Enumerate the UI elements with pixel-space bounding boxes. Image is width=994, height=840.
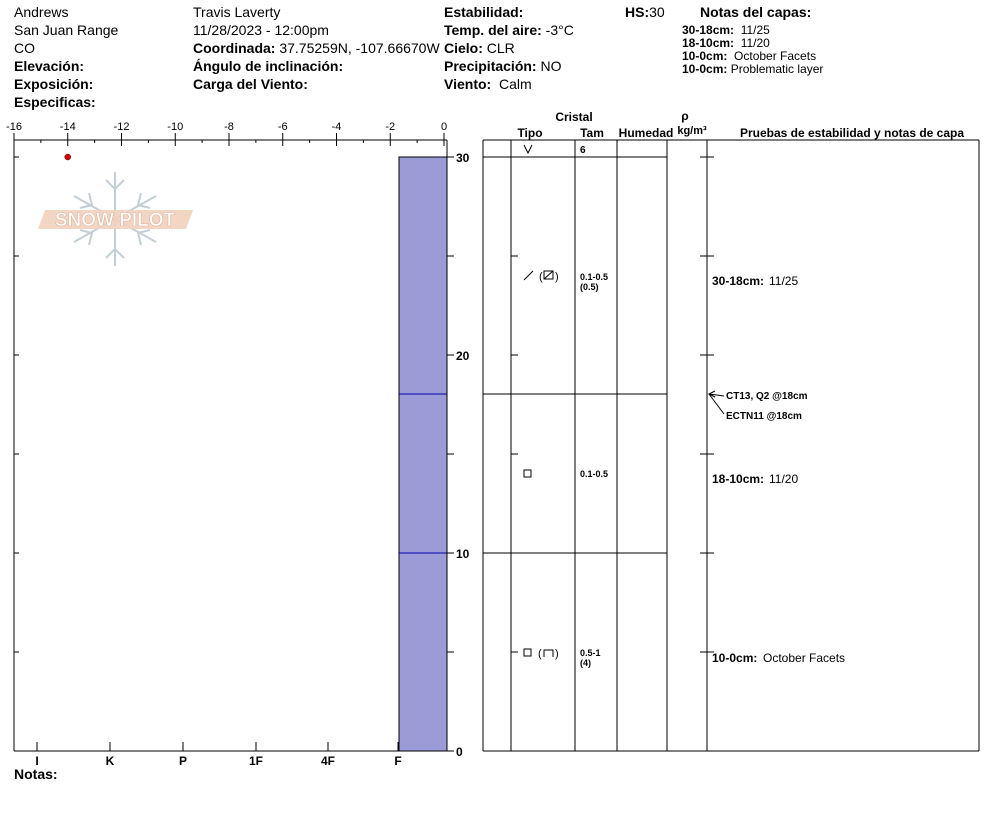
temperature-tick-label: -8: [224, 121, 234, 133]
hardness-tick-label: 4F: [321, 754, 335, 768]
elevation-label: Elevación:: [14, 58, 85, 74]
hardness-tick-label: F: [394, 754, 401, 768]
coordinates: Coordinada: 37.75259N, -107.66670W: [193, 40, 440, 56]
logo-text: SNOW PILOT: [55, 210, 176, 231]
temperature-tick-label: -14: [60, 121, 76, 133]
layer-note-text: Problematic layer: [730, 62, 824, 76]
layer-grain-size-max: (0.5): [580, 282, 599, 292]
height-tick-label: 0: [456, 745, 463, 759]
svg-text:): ): [555, 271, 559, 283]
svg-text:): ): [555, 648, 559, 660]
hs-label: HS:: [625, 4, 650, 20]
wind-load-label: Carga del Viento:: [193, 76, 308, 92]
air-temp-value: -3°C: [545, 22, 574, 38]
precipitation-value: NO: [540, 58, 562, 74]
layer-note-text: October Facets: [734, 49, 817, 63]
layer-note-4: 10-0cm: Problematic layer: [682, 62, 823, 76]
layer-note-range: 10-0cm:: [682, 49, 728, 63]
range-name: San Juan Range: [14, 22, 119, 38]
sky: Cielo: CLR: [444, 40, 515, 56]
observation-datetime: 11/28/2023 - 12:00pm: [193, 22, 329, 38]
height-tick-label: 30: [456, 151, 470, 165]
layer-note-1: 30-18cm: 11/25: [682, 23, 770, 37]
hardness-tick-label: 1F: [249, 754, 263, 768]
exposure-label: Exposición:: [14, 76, 94, 92]
slope-angle-label: Ángulo de inclinación:: [193, 58, 344, 74]
height-tick-label: 10: [456, 547, 470, 561]
sky-value: CLR: [486, 40, 515, 56]
specifics-label: Especificas:: [14, 94, 96, 110]
notes-label: Notas:: [14, 766, 58, 782]
coordinates-value: 37.75259N, -107.66670W: [279, 40, 440, 56]
hardness-bar: [398, 156, 448, 752]
temperature-tick-label: -12: [114, 121, 130, 133]
layer-notes-title: Notas del capas:: [700, 4, 812, 20]
depth-hoar-icon: ( ): [523, 648, 559, 660]
air-temp: Temp. del aire: -3°C: [444, 22, 574, 38]
stability-label: Estabilidad:: [444, 4, 524, 20]
layer-note-text: 11/25: [769, 274, 798, 288]
layer-table: [482, 139, 980, 752]
density-unit-header: kg/m³: [677, 125, 707, 137]
precipitation-label: Precipitación:: [444, 58, 537, 74]
layer-note-range: 30-18cm:: [682, 23, 735, 37]
sky-label: Cielo:: [444, 40, 483, 56]
state-name: CO: [14, 40, 35, 56]
temperature-tick-label: -10: [167, 121, 183, 133]
temperature-tick-label: -16: [6, 121, 22, 133]
snow-height: HS:30: [625, 4, 665, 20]
svg-text:(: (: [539, 271, 543, 283]
coordinates-label: Coordinada:: [193, 40, 276, 56]
tipo-header: Tipo: [517, 126, 542, 140]
layer-note-range: 30-18cm:: [712, 274, 764, 288]
layer-note-3: 10-0cm: October Facets: [682, 49, 816, 63]
wind-value: Calm: [498, 76, 532, 92]
layer-note-range: 18-10cm:: [682, 36, 735, 50]
temperature-tick-label: -4: [332, 121, 342, 133]
faceted-crystal-icon: [523, 469, 532, 478]
tests-header: Pruebas de estabilidad y notas de capa: [740, 126, 964, 140]
layer-note-text: October Facets: [763, 651, 845, 665]
hardness-tick-label: P: [179, 754, 187, 768]
hs-value: 30: [649, 4, 665, 20]
surface-grain-size: 6: [580, 145, 586, 156]
density-header: ρ: [681, 109, 688, 123]
layer-note-range: 10-0cm:: [712, 651, 757, 665]
stability-test-arrows: [707, 390, 725, 415]
air-temp-label: Temp. del aire:: [444, 22, 542, 38]
tam-header: Tam: [580, 126, 604, 140]
humedad-header: Humedad: [619, 126, 674, 140]
observer-name: Travis Laverty: [193, 4, 281, 20]
wind-label: Viento:: [444, 76, 492, 92]
stability-test-1: CT13, Q2 @18cm: [726, 391, 808, 402]
hardness-tick-label: I: [35, 754, 38, 768]
decomposing-fragments-icon: ( ): [523, 270, 559, 283]
layer-note-range: 10-0cm:: [682, 62, 728, 76]
layer-note-text: 11/20: [769, 472, 798, 486]
hardness-tick-label: K: [106, 754, 115, 768]
layer-note-text: 11/25: [740, 23, 770, 37]
location-name: Andrews: [14, 4, 69, 20]
temperature-tick-label: -2: [385, 121, 395, 133]
stability-test-2: ECTN11 @18cm: [726, 411, 802, 422]
cristal-header: Cristal: [555, 110, 592, 124]
layer-grain-size: 0.1-0.5: [580, 469, 608, 479]
layer-note-range: 18-10cm:: [712, 472, 764, 486]
snowpilot-logo: SNOW PILOT: [38, 172, 193, 266]
layer-note-text: 11/20: [740, 36, 770, 50]
temperature-point: [64, 153, 71, 161]
layer-grain-size-max: (4): [580, 658, 591, 668]
temperature-tick-label: 0: [441, 121, 447, 133]
height-tick-label: 20: [456, 349, 470, 363]
surface-hoar-icon: [523, 144, 533, 155]
layer-note-2: 18-10cm: 11/20: [682, 36, 770, 50]
wind: Viento: Calm: [444, 76, 532, 92]
layer-grain-size: 0.5-1: [580, 648, 601, 658]
precipitation: Precipitación: NO: [444, 58, 561, 74]
svg-text:(: (: [538, 648, 542, 660]
layer-grain-size: 0.1-0.5: [580, 272, 608, 282]
temperature-tick-label: -6: [278, 121, 288, 133]
